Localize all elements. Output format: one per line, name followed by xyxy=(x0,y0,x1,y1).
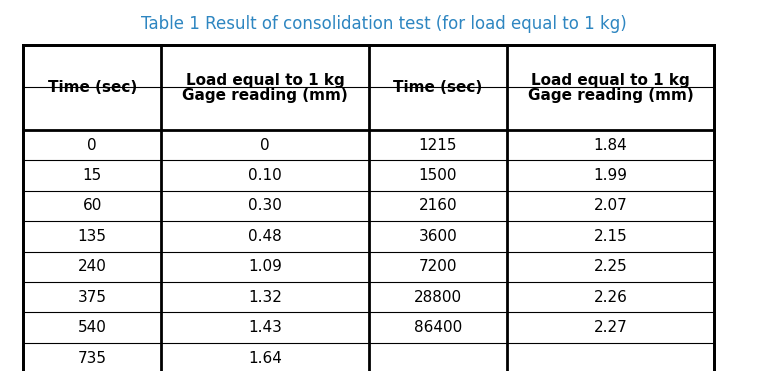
Text: Time (sec): Time (sec) xyxy=(48,80,137,95)
Bar xyxy=(23,45,714,371)
Text: 1500: 1500 xyxy=(419,168,457,183)
Text: 2160: 2160 xyxy=(419,198,457,213)
Text: 1.32: 1.32 xyxy=(248,290,282,305)
Text: 0.48: 0.48 xyxy=(248,229,282,244)
Text: 2.26: 2.26 xyxy=(594,290,627,305)
Text: 1.09: 1.09 xyxy=(248,259,282,274)
Text: 240: 240 xyxy=(78,259,107,274)
Text: 28800: 28800 xyxy=(414,290,462,305)
Text: 540: 540 xyxy=(78,320,107,335)
Text: 0.10: 0.10 xyxy=(248,168,282,183)
Text: 735: 735 xyxy=(78,351,107,365)
Text: 3600: 3600 xyxy=(419,229,457,244)
Text: Time (sec): Time (sec) xyxy=(393,80,482,95)
Text: 2.15: 2.15 xyxy=(594,229,627,244)
Text: 15: 15 xyxy=(82,168,102,183)
Text: 1.64: 1.64 xyxy=(248,351,282,365)
Text: 2.25: 2.25 xyxy=(594,259,627,274)
Text: 0.30: 0.30 xyxy=(248,198,282,213)
Text: 86400: 86400 xyxy=(414,320,462,335)
Text: Load equal to 1 kg: Load equal to 1 kg xyxy=(531,73,690,88)
Text: 2.27: 2.27 xyxy=(594,320,627,335)
Text: Table 1 Result of consolidation test (for load equal to 1 kg): Table 1 Result of consolidation test (fo… xyxy=(141,15,627,33)
Text: Gage reading (mm): Gage reading (mm) xyxy=(528,88,694,103)
Text: 7200: 7200 xyxy=(419,259,457,274)
Text: 60: 60 xyxy=(82,198,102,213)
Text: 1215: 1215 xyxy=(419,138,457,152)
Text: 2.07: 2.07 xyxy=(594,198,627,213)
Text: 0: 0 xyxy=(88,138,97,152)
Text: Load equal to 1 kg: Load equal to 1 kg xyxy=(186,73,344,88)
Text: 1.43: 1.43 xyxy=(248,320,282,335)
Text: 1.84: 1.84 xyxy=(594,138,627,152)
Text: 0: 0 xyxy=(260,138,270,152)
Text: 1.99: 1.99 xyxy=(594,168,627,183)
Text: 375: 375 xyxy=(78,290,107,305)
Text: Gage reading (mm): Gage reading (mm) xyxy=(182,88,348,103)
Text: 135: 135 xyxy=(78,229,107,244)
